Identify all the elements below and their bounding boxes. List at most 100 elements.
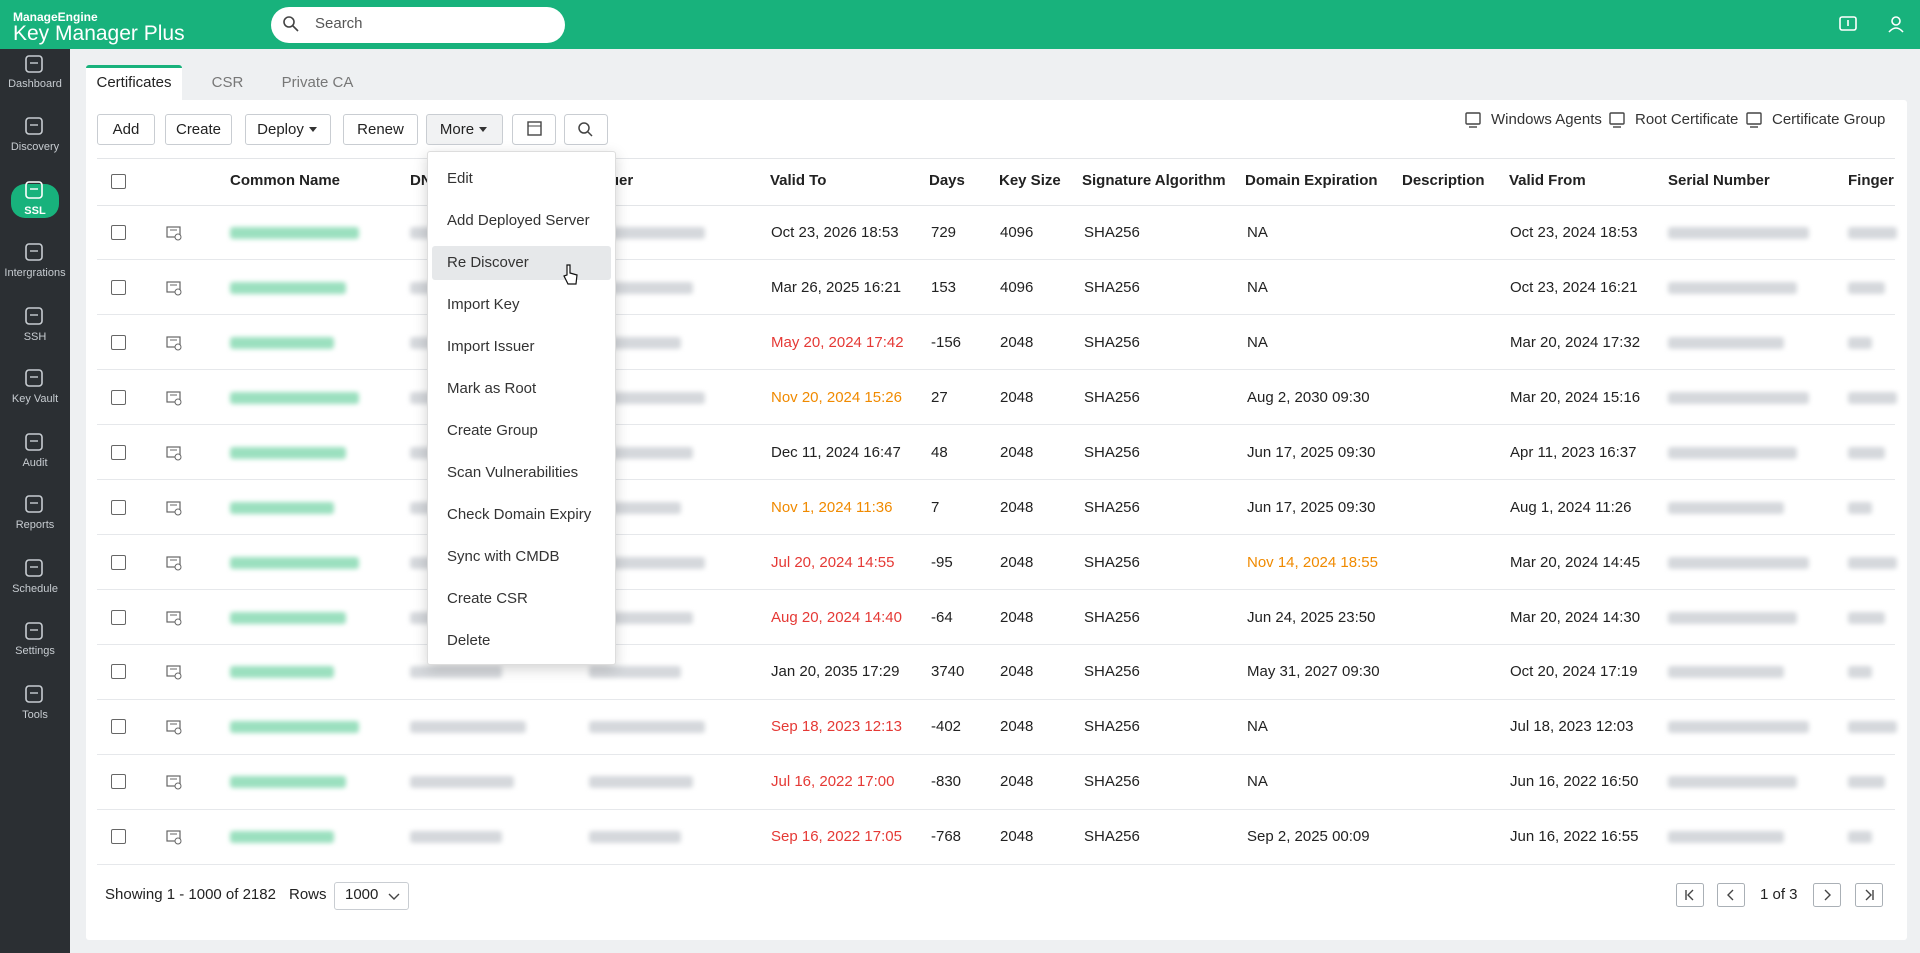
table-row (97, 314, 1895, 315)
table-header (97, 158, 1895, 206)
sidebar-label[interactable]: SSH (23, 331, 47, 343)
page-indicator: 1 of 3 (1760, 886, 1798, 903)
sidebar-icon[interactable] (24, 558, 44, 578)
sidebar-label[interactable]: Dashboard (8, 78, 62, 90)
pager-button-svg (1717, 883, 1745, 907)
search-box[interactable] (271, 7, 565, 43)
pager-button[interactable] (1676, 883, 1704, 907)
cert-icon[interactable] (166, 280, 183, 296)
toolbar-button[interactable]: Add (97, 114, 155, 145)
search-button-svg (564, 114, 608, 145)
cert-icon[interactable] (166, 500, 183, 516)
menu-item[interactable]: Check Domain Expiry (447, 506, 592, 523)
toolbar-button[interactable]: Create (165, 114, 232, 145)
row-checkbox[interactable] (111, 225, 126, 240)
table-row (97, 479, 1895, 480)
cell: Oct 23, 2024 16:21 (1510, 279, 1638, 296)
sidebar-label[interactable]: Key Vault (11, 393, 59, 405)
pager-button[interactable] (1855, 883, 1883, 907)
toolbar-button[interactable]: More (426, 114, 503, 145)
sidebar-icon-svg (25, 307, 43, 325)
menu-item[interactable]: Sync with CMDB (447, 548, 560, 565)
sidebar-icon[interactable] (24, 54, 44, 74)
menu-item[interactable]: Re Discover (447, 254, 529, 271)
row-checkbox[interactable] (111, 829, 126, 844)
row-checkbox[interactable] (111, 555, 126, 570)
menu-item[interactable]: Mark as Root (447, 380, 537, 397)
toolbar-button-label: More (439, 121, 475, 138)
select-all-checkbox[interactable] (111, 174, 126, 189)
sidebar-icon[interactable] (24, 432, 44, 452)
cert-icon[interactable] (166, 445, 183, 461)
row-checkbox[interactable] (111, 664, 126, 679)
cert-icon[interactable] (166, 664, 183, 680)
toolbar-button[interactable]: Deploy (245, 114, 331, 145)
column-settings-button[interactable] (512, 114, 556, 145)
menu-item[interactable]: Scan Vulnerabilities (447, 464, 579, 481)
cell: SHA256 (1084, 554, 1140, 571)
sidebar-label[interactable]: Audit (22, 457, 48, 469)
sidebar-icon[interactable] (24, 494, 44, 514)
sidebar-label[interactable]: Schedule (12, 583, 58, 595)
sidebar-label[interactable]: SSL (24, 205, 46, 217)
search-icon-svg (283, 16, 299, 32)
sidebar-label[interactable]: Tools (22, 709, 48, 721)
menu-item[interactable]: Import Issuer (447, 338, 535, 355)
sidebar-label[interactable]: Reports (15, 519, 55, 531)
sidebar-icon[interactable] (24, 180, 44, 200)
redacted-cell (1668, 721, 1809, 733)
sidebar-icon[interactable] (24, 621, 44, 641)
user-icon[interactable] (1887, 15, 1905, 33)
tab[interactable]: Certificates (96, 74, 172, 91)
sidebar-label[interactable]: Discovery (10, 141, 60, 153)
menu-item[interactable]: Delete (447, 632, 491, 649)
cert-icon[interactable] (166, 390, 183, 406)
sidebar-label[interactable]: Intergrations (4, 267, 66, 279)
menu-item[interactable]: Create CSR (447, 590, 528, 607)
toolbar-link[interactable]: Windows Agents (1491, 111, 1602, 128)
cell: NA (1247, 718, 1268, 735)
tab[interactable]: CSR (211, 74, 244, 91)
menu-item[interactable]: Add Deployed Server (447, 212, 590, 229)
pager-button[interactable] (1717, 883, 1745, 907)
toolbar-link[interactable]: Certificate Group (1772, 111, 1886, 128)
sidebar-icon-svg (25, 622, 43, 640)
row-checkbox[interactable] (111, 390, 126, 405)
toolbar-button[interactable]: Renew (343, 114, 418, 145)
cert-icon[interactable] (166, 829, 183, 845)
cert-icon[interactable] (166, 610, 183, 626)
menu-item[interactable]: Edit (447, 170, 473, 187)
content-panel (86, 100, 1907, 940)
row-checkbox[interactable] (111, 335, 126, 350)
row-checkbox[interactable] (111, 610, 126, 625)
menu-item[interactable]: Create Group (447, 422, 538, 439)
menu-item[interactable]: Import Key (447, 296, 520, 313)
pager-button[interactable] (1813, 883, 1841, 907)
table-row (97, 424, 1895, 425)
agent-icon[interactable] (1839, 15, 1857, 33)
cell: 3740 (931, 663, 965, 680)
sidebar-icon[interactable] (24, 242, 44, 262)
cert-icon[interactable] (166, 774, 183, 790)
row-checkbox[interactable] (111, 500, 126, 515)
row-checkbox[interactable] (111, 719, 126, 734)
row-checkbox[interactable] (111, 280, 126, 295)
sidebar-icon[interactable] (24, 306, 44, 326)
sidebar-icon[interactable] (24, 684, 44, 704)
redacted-cell (589, 392, 705, 404)
toolbar-link[interactable]: Root Certificate (1635, 111, 1739, 128)
sidebar-icon[interactable] (24, 368, 44, 388)
cert-icon[interactable] (166, 335, 183, 351)
cell: -830 (931, 773, 962, 790)
search-button[interactable] (564, 114, 608, 145)
table-row (97, 369, 1895, 370)
cert-icon[interactable] (166, 555, 183, 571)
row-checkbox[interactable] (111, 774, 126, 789)
sidebar-icon[interactable] (24, 116, 44, 136)
row-checkbox[interactable] (111, 445, 126, 460)
tab[interactable]: Private CA (281, 74, 354, 91)
redacted-cell (410, 776, 514, 788)
sidebar-label[interactable]: Settings (15, 645, 55, 657)
cert-icon[interactable] (166, 225, 183, 241)
cert-icon[interactable] (166, 719, 183, 735)
